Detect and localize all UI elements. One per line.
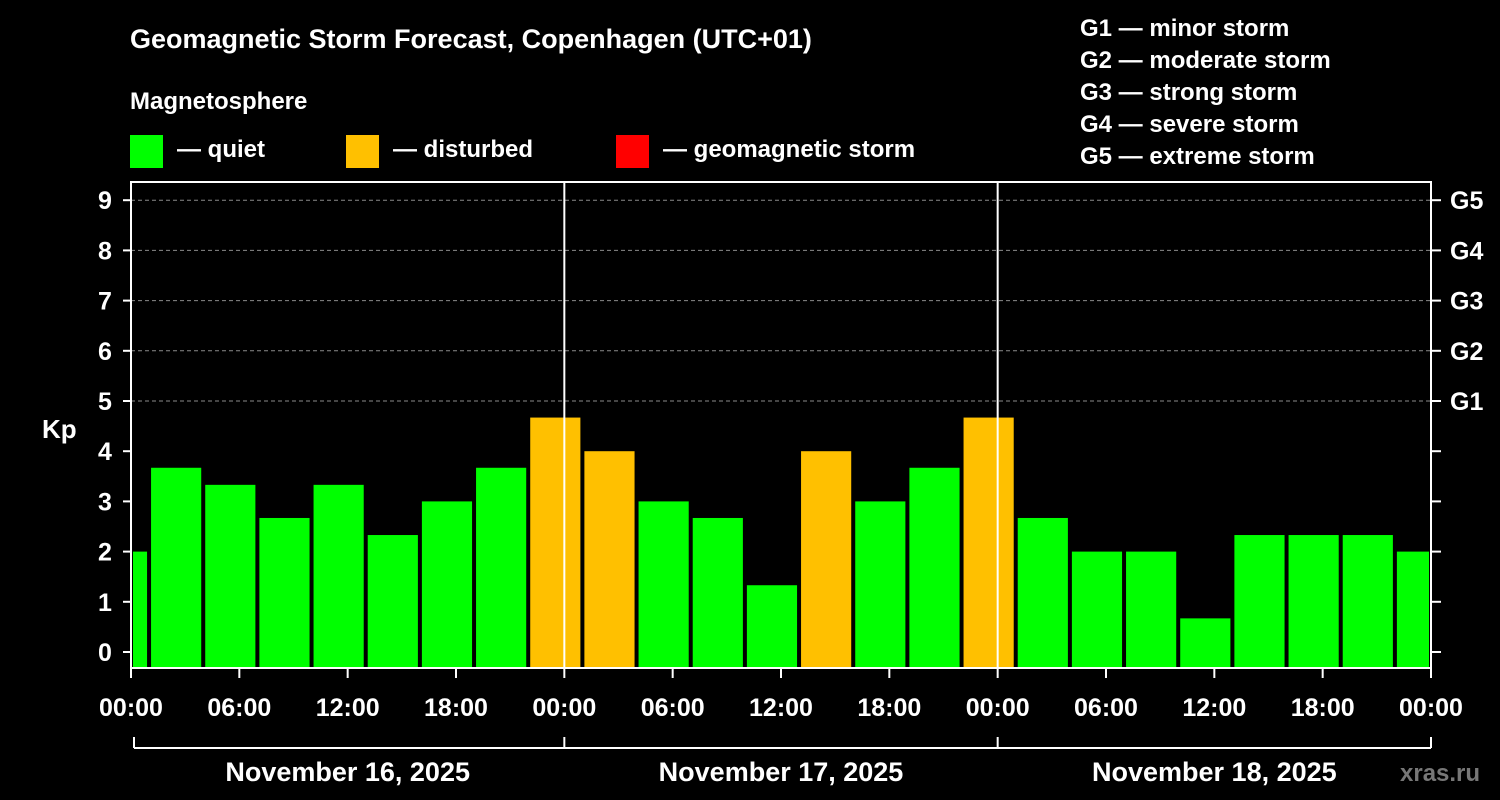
day-label-1: November 17, 2025	[659, 757, 904, 787]
y-tick-label-5: 5	[98, 388, 112, 416]
kp-bar-19	[1126, 551, 1177, 668]
x-tick-label-9: 06:00	[1074, 694, 1138, 722]
axis-labels: 0 1 2 3 4 5 6 7 8 9 G1 G2 G3 G4 G5 00:00 06:00 12:00 18:00…	[98, 187, 1483, 787]
g-scale-label-g4: G4	[1450, 237, 1483, 265]
x-tick-label-1: 06:00	[207, 694, 271, 722]
kp-bar-18	[1071, 551, 1123, 668]
x-tick-label-11: 18:00	[1291, 694, 1355, 722]
kp-bar-20	[1180, 618, 1231, 668]
storm-scale-g5: G5 — extreme storm	[1080, 143, 1315, 170]
y-tick-label-4: 4	[98, 438, 112, 466]
y-tick-label-6: 6	[98, 338, 112, 366]
x-tick-label-10: 12:00	[1182, 694, 1246, 722]
g-scale-label-g2: G2	[1450, 338, 1483, 366]
chart-title: Geomagnetic Storm Forecast, Copenhagen (…	[130, 24, 812, 54]
kp-bar-23	[1342, 535, 1393, 668]
axes	[123, 181, 1441, 749]
kp-bar-1	[151, 467, 202, 668]
x-tick-label-6: 12:00	[749, 694, 813, 722]
bars	[133, 417, 1429, 668]
kp-bar-24	[1396, 551, 1429, 668]
kp-bar-4	[313, 484, 364, 668]
legend-label-storm: — geomagnetic storm	[663, 136, 915, 163]
y-tick-label-0: 0	[98, 639, 112, 667]
y-tick-label-8: 8	[98, 237, 112, 265]
kp-bar-3	[259, 517, 310, 668]
legend-heading: Magnetosphere	[130, 88, 307, 115]
g-scale-label-g3: G3	[1450, 288, 1483, 316]
g-scale-label-g1: G1	[1450, 388, 1483, 416]
legend-swatch-disturbed	[346, 135, 379, 168]
y-tick-label-9: 9	[98, 187, 112, 215]
kp-bar-9	[584, 451, 635, 668]
x-tick-label-3: 18:00	[424, 694, 488, 722]
y-tick-label-7: 7	[98, 288, 112, 316]
kp-bar-12	[746, 585, 798, 668]
kp-bar-7	[476, 467, 527, 668]
y-tick-label-1: 1	[98, 589, 112, 617]
x-tick-label-5: 06:00	[641, 694, 705, 722]
x-tick-label-8: 00:00	[966, 694, 1030, 722]
day-label-0: November 16, 2025	[225, 757, 470, 787]
g-scale-label-g5: G5	[1450, 187, 1483, 215]
day-label-2: November 18, 2025	[1092, 757, 1337, 787]
storm-scale-g2: G2 — moderate storm	[1080, 47, 1331, 74]
x-tick-label-7: 18:00	[857, 694, 921, 722]
legend-label-disturbed: — disturbed	[393, 136, 533, 163]
watermark: xras.ru	[1400, 760, 1480, 787]
kp-bar-8	[530, 417, 581, 668]
kp-bar-0	[133, 551, 148, 668]
y-axis-label: Kp	[42, 414, 77, 444]
kp-bar-13	[801, 451, 852, 668]
storm-scale-g3: G3 — strong storm	[1080, 79, 1297, 106]
legend-swatch-quiet	[130, 135, 163, 168]
kp-bar-6	[421, 501, 473, 668]
x-tick-label-2: 12:00	[316, 694, 380, 722]
kp-bar-17	[1017, 517, 1068, 668]
x-tick-label-0: 00:00	[99, 694, 163, 722]
kp-bar-5	[367, 535, 418, 668]
legend-label-quiet: — quiet	[177, 136, 265, 163]
y-tick-label-3: 3	[98, 488, 112, 516]
storm-scale-g4: G4 — severe storm	[1080, 111, 1299, 138]
kp-bar-16	[963, 417, 1014, 668]
y-tick-label-2: 2	[98, 539, 112, 567]
storm-scale-g1: G1 — minor storm	[1080, 15, 1289, 42]
legend-swatch-storm	[616, 135, 649, 168]
kp-bar-14	[855, 501, 906, 668]
kp-bar-11	[692, 517, 743, 668]
kp-bar-22	[1288, 535, 1339, 668]
kp-bar-10	[638, 501, 689, 668]
kp-bar-2	[205, 484, 256, 668]
x-tick-label-12: 00:00	[1399, 694, 1463, 722]
kp-bar-21	[1234, 535, 1285, 668]
x-tick-label-4: 00:00	[532, 694, 596, 722]
kp-bar-15	[909, 467, 960, 668]
